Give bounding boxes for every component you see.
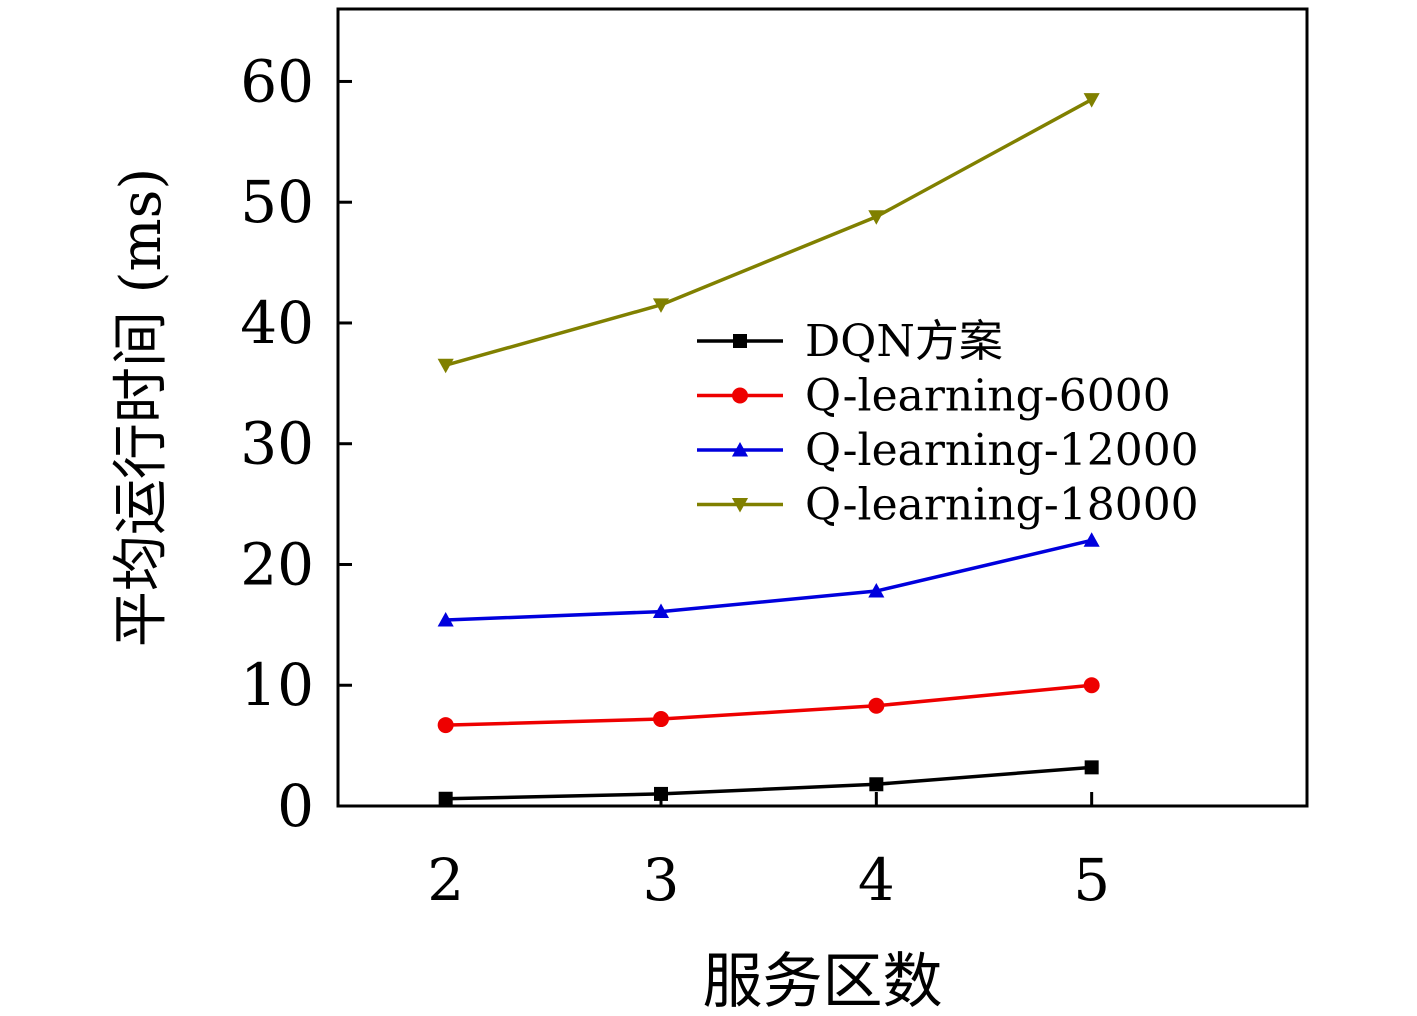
- legend-item: Q-learning-6000: [697, 371, 1171, 422]
- y-axis: 0 10 20 30 40 50 60: [240, 47, 352, 840]
- data-point: [437, 611, 454, 627]
- legend-label: Q-learning-12000: [805, 425, 1199, 476]
- data-point: [437, 717, 454, 734]
- data-point: [654, 786, 668, 801]
- x-tick-label: 3: [643, 846, 680, 914]
- legend-label: DQN方案: [805, 316, 1003, 367]
- data-point: [1084, 760, 1099, 775]
- legend-marker: [731, 441, 749, 457]
- series-0: [438, 760, 1099, 806]
- data-point: [868, 697, 885, 714]
- data-point: [653, 711, 669, 728]
- series-line: [445, 765, 1092, 801]
- data-point: [437, 358, 454, 374]
- legend-marker: [733, 334, 747, 348]
- data-point: [1083, 532, 1100, 547]
- legend-label: Q-learning-6000: [805, 371, 1171, 422]
- legend-label: Q-learning-18000: [805, 480, 1199, 531]
- y-tick-label: 0: [277, 772, 314, 840]
- y-tick-label: 50: [240, 168, 314, 236]
- legend-marker: [732, 387, 748, 404]
- series-2: [437, 532, 1100, 627]
- y-tick-label: 10: [240, 651, 314, 719]
- series-line: [445, 98, 1093, 367]
- data-point: [869, 777, 884, 792]
- y-tick-label: 60: [240, 47, 314, 115]
- legend-item: Q-learning-18000: [697, 480, 1199, 531]
- data-point: [1083, 93, 1100, 108]
- x-tick-label: 2: [427, 846, 464, 914]
- legend-marker: [731, 498, 749, 513]
- plot-frame: [336, 7, 1309, 808]
- legend-item: Q-learning-12000: [697, 425, 1199, 476]
- data-point: [868, 210, 885, 225]
- legend-item: DQN方案: [697, 316, 1003, 367]
- data-point: [1083, 677, 1100, 694]
- series-line: [445, 538, 1093, 622]
- data-point: [438, 791, 453, 806]
- data-point: [652, 603, 670, 619]
- y-tick-label: 30: [240, 410, 314, 478]
- x-tick-label: 4: [858, 846, 895, 914]
- y-tick-label: 20: [240, 530, 314, 598]
- legend: DQN方案Q-learning-6000Q-learning-12000Q-le…: [697, 316, 1199, 531]
- x-axis-label: 服务区数: [703, 947, 943, 1016]
- series-line: [445, 683, 1092, 727]
- x-axis: 2 3 4 5: [427, 792, 1110, 914]
- data-point: [652, 298, 670, 313]
- x-tick-label: 5: [1073, 846, 1110, 914]
- series-3: [437, 93, 1100, 374]
- series-1: [437, 677, 1100, 734]
- y-tick-label: 40: [240, 289, 314, 357]
- series-layer: [437, 93, 1100, 806]
- data-point: [868, 583, 885, 598]
- y-axis-label: 平均运行时间 (ms): [109, 168, 174, 647]
